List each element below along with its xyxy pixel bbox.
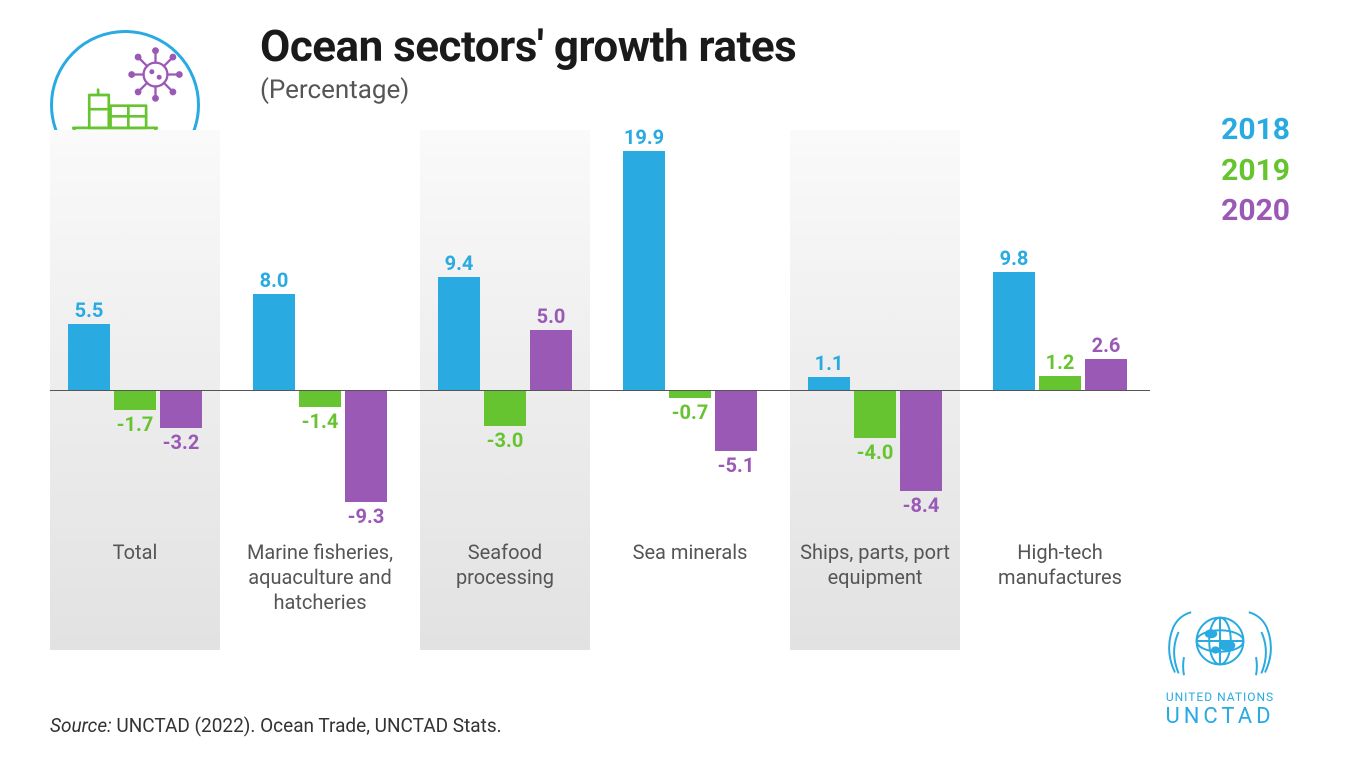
bar [1039, 376, 1081, 390]
category-label: Ships, parts, port equipment [790, 540, 960, 590]
page-subtitle: (Percentage) [260, 75, 409, 105]
bar-value-label: 2.6 [1076, 333, 1136, 357]
bar [253, 294, 295, 390]
bar [854, 390, 896, 438]
source-label: Source: [50, 714, 112, 737]
bar [68, 324, 110, 390]
bar [299, 390, 341, 407]
legend-item: 2018 [1221, 110, 1290, 151]
bar-value-label: 9.4 [429, 251, 489, 275]
bar-value-label: -3.0 [475, 428, 535, 452]
bar [993, 272, 1035, 390]
bar [900, 390, 942, 491]
source-text: UNCTAD (2022). Ocean Trade, UNCTAD Stats… [116, 714, 501, 737]
bar-value-label: -3.2 [151, 430, 211, 454]
bar [114, 390, 156, 410]
category-label: Marine fisheries, aquaculture and hatche… [235, 540, 405, 615]
category-label: Total [50, 540, 220, 565]
bar [345, 390, 387, 502]
logo-line-1: UNITED NATIONS [1140, 690, 1300, 704]
bar-value-label: 19.9 [614, 125, 674, 149]
bar-value-label: -4.0 [845, 440, 905, 464]
bar-value-label: -8.4 [891, 493, 951, 517]
bar [160, 390, 202, 428]
bar [669, 390, 711, 398]
page-title: Ocean sectors' growth rates [260, 20, 796, 72]
category-label: Sea minerals [605, 540, 775, 565]
page-root: Ocean sectors' growth rates (Percentage)… [0, 0, 1350, 759]
bar [623, 151, 665, 390]
bar-value-label: -0.7 [660, 400, 720, 424]
unctad-logo: UNITED NATIONS UNCTAD [1140, 596, 1300, 729]
legend: 201820192020 [1221, 110, 1290, 232]
bar [530, 330, 572, 390]
bar [715, 390, 757, 451]
bar-value-label: 9.8 [984, 246, 1044, 270]
bar [1085, 359, 1127, 390]
bar-value-label: -1.4 [290, 409, 350, 433]
un-emblem-icon [1155, 596, 1285, 686]
bar-value-label: 8.0 [244, 268, 304, 292]
bar-value-label: 1.1 [799, 351, 859, 375]
legend-item: 2019 [1221, 151, 1290, 192]
bar-value-label: -9.3 [336, 504, 396, 528]
source-attribution: Source: UNCTAD (2022). Ocean Trade, UNCT… [50, 714, 502, 737]
bar [484, 390, 526, 426]
chart-baseline [50, 390, 1150, 391]
category-label: High-tech manufactures [975, 540, 1145, 590]
bar [808, 377, 850, 390]
bar [438, 277, 480, 390]
bar-value-label: 5.5 [59, 298, 119, 322]
bar-value-label: 5.0 [521, 304, 581, 328]
bar-value-label: -5.1 [706, 453, 766, 477]
logo-line-2: UNCTAD [1140, 704, 1300, 729]
category-label: Seafood processing [420, 540, 590, 590]
legend-item: 2020 [1221, 191, 1290, 232]
growth-chart: 5.5-1.7-3.2Total8.0-1.4-9.3Marine fisher… [50, 130, 1150, 650]
